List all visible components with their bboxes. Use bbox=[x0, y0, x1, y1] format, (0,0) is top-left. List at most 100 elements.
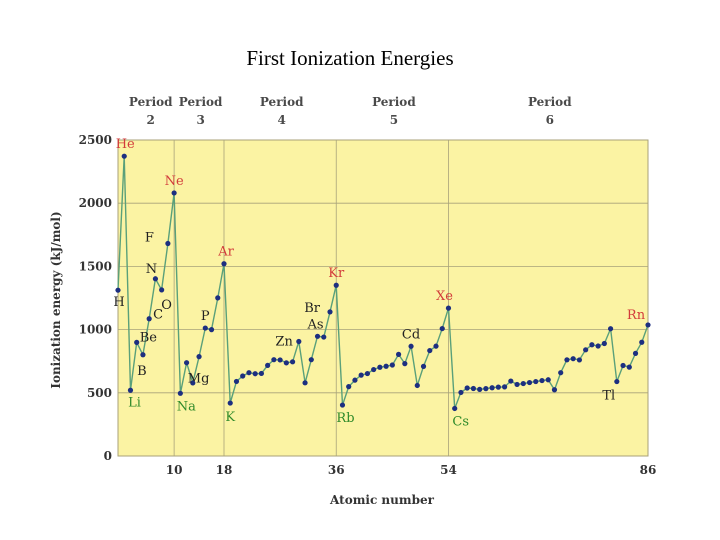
data-point bbox=[395, 351, 402, 357]
element-label: As bbox=[306, 317, 323, 332]
data-point bbox=[240, 373, 246, 379]
y-tick-label: 2000 bbox=[79, 196, 112, 210]
element-label: Tl bbox=[602, 389, 615, 404]
data-point bbox=[533, 378, 539, 385]
period-label: Period bbox=[179, 95, 223, 109]
data-point bbox=[296, 338, 302, 345]
data-point bbox=[196, 354, 202, 360]
data-point bbox=[445, 305, 452, 311]
data-point bbox=[402, 361, 408, 367]
data-point bbox=[408, 343, 414, 349]
data-point bbox=[539, 377, 545, 384]
data-point bbox=[564, 357, 570, 363]
element-label: H bbox=[113, 295, 124, 310]
y-tick-label: 500 bbox=[87, 386, 112, 400]
data-point bbox=[414, 382, 420, 389]
data-point bbox=[271, 357, 277, 363]
element-label: Rn bbox=[627, 308, 646, 323]
element-label: Rb bbox=[336, 411, 354, 426]
element-label: O bbox=[161, 298, 172, 313]
data-point bbox=[439, 325, 445, 332]
data-point bbox=[221, 261, 227, 267]
data-point bbox=[277, 357, 283, 363]
y-tick-label: 1000 bbox=[79, 323, 112, 337]
data-point bbox=[265, 362, 271, 368]
x-tick-label: 18 bbox=[216, 463, 233, 477]
y-tick-label: 0 bbox=[104, 449, 112, 463]
data-point bbox=[433, 343, 439, 349]
data-point bbox=[508, 378, 514, 384]
data-point bbox=[208, 327, 215, 333]
element-label: Ar bbox=[217, 245, 234, 260]
data-point bbox=[483, 386, 489, 392]
data-point bbox=[645, 322, 651, 328]
element-label: He bbox=[116, 137, 135, 152]
element-label: B bbox=[137, 364, 147, 379]
data-point bbox=[420, 363, 427, 369]
data-point bbox=[601, 340, 607, 347]
element-label: Na bbox=[177, 399, 196, 414]
data-point bbox=[252, 371, 258, 377]
data-point bbox=[152, 276, 159, 282]
period-number: 3 bbox=[196, 113, 204, 127]
ionization-energy-chart: Period 2 Period 3 Period 4 Period 5 Period 6 0 500… bbox=[49, 95, 657, 507]
element-label: C bbox=[153, 308, 163, 323]
data-point bbox=[165, 240, 171, 247]
data-point bbox=[233, 378, 240, 385]
element-label: Li bbox=[128, 395, 141, 410]
period-number: 5 bbox=[390, 113, 398, 127]
element-label: Cs bbox=[452, 414, 469, 429]
period-number: 4 bbox=[277, 113, 285, 127]
data-point bbox=[576, 357, 583, 363]
element-label: Mg bbox=[188, 372, 210, 387]
x-tick-label: 36 bbox=[328, 463, 345, 477]
data-point bbox=[134, 339, 140, 345]
data-point bbox=[371, 366, 377, 373]
data-point bbox=[227, 400, 233, 406]
x-tick-label: 86 bbox=[640, 463, 657, 477]
element-label: Zn bbox=[275, 334, 293, 349]
data-point bbox=[314, 333, 321, 339]
data-point bbox=[333, 282, 339, 288]
data-point bbox=[202, 325, 208, 331]
data-point bbox=[595, 343, 601, 349]
data-point bbox=[632, 350, 639, 356]
y-tick-label: 2500 bbox=[79, 133, 112, 147]
data-point bbox=[389, 362, 395, 368]
data-point bbox=[377, 364, 383, 370]
data-point bbox=[146, 316, 152, 322]
tick-labels: 0 500 1000 1500 2000 2500 10 18 36 54 86 bbox=[79, 133, 657, 477]
data-point bbox=[545, 377, 551, 383]
y-tick-label: 1500 bbox=[79, 259, 112, 273]
element-label: Be bbox=[140, 330, 158, 345]
data-point bbox=[339, 402, 346, 408]
data-point bbox=[346, 384, 352, 390]
data-point bbox=[583, 347, 589, 353]
element-label: Cd bbox=[402, 327, 420, 342]
data-point bbox=[246, 370, 252, 376]
y-axis-title: Ionization energy (kJ/mol) bbox=[49, 211, 63, 388]
data-point bbox=[495, 384, 501, 390]
period-label: Period bbox=[129, 95, 173, 109]
data-point bbox=[620, 362, 626, 369]
period-label: Period bbox=[372, 95, 416, 109]
data-point bbox=[452, 405, 458, 412]
data-point bbox=[364, 370, 371, 377]
data-point bbox=[489, 385, 495, 391]
data-point bbox=[383, 363, 389, 369]
data-point bbox=[589, 342, 595, 348]
data-point bbox=[115, 287, 121, 293]
data-point bbox=[140, 352, 146, 358]
x-tick-label: 54 bbox=[440, 463, 457, 477]
data-point bbox=[427, 347, 433, 354]
data-point bbox=[520, 380, 526, 387]
data-point bbox=[159, 287, 165, 293]
data-point bbox=[258, 370, 265, 377]
period-label: Period bbox=[260, 95, 304, 109]
data-point bbox=[614, 378, 620, 385]
data-point bbox=[526, 379, 533, 386]
data-point bbox=[501, 384, 508, 390]
data-point bbox=[289, 359, 296, 365]
period-number: 2 bbox=[147, 113, 155, 127]
